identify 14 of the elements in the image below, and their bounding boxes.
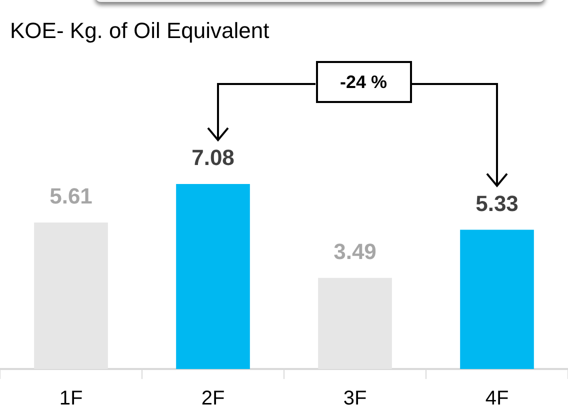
- data-label: 3.49: [334, 238, 376, 264]
- bar: [176, 184, 250, 369]
- data-label: 5.33: [476, 190, 518, 216]
- text: -24 %: [316, 61, 412, 104]
- chart-title: KOE- Kg. of Oil Equivalent: [10, 18, 270, 44]
- bar: [460, 230, 534, 369]
- x-tick-label: 3F: [343, 388, 367, 410]
- data-label: 7.08: [192, 145, 234, 170]
- bar: [318, 278, 392, 369]
- x-tick-label: 1F: [59, 388, 83, 410]
- x-tick-label: 4F: [485, 388, 509, 410]
- x-tick-label: 2F: [201, 388, 225, 410]
- data-label: 5.61: [50, 184, 92, 208]
- bar: [34, 222, 108, 369]
